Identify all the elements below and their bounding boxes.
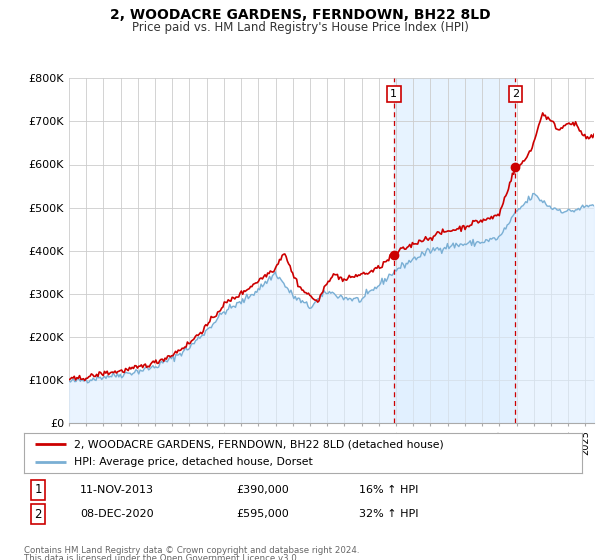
Text: 08-DEC-2020: 08-DEC-2020 xyxy=(80,509,154,519)
Text: This data is licensed under the Open Government Licence v3.0.: This data is licensed under the Open Gov… xyxy=(24,554,299,560)
Text: 2: 2 xyxy=(512,89,519,99)
Text: £595,000: £595,000 xyxy=(236,509,289,519)
Text: £390,000: £390,000 xyxy=(236,484,289,494)
Text: 11-NOV-2013: 11-NOV-2013 xyxy=(80,484,154,494)
Text: 1: 1 xyxy=(34,483,42,496)
Text: Price paid vs. HM Land Registry's House Price Index (HPI): Price paid vs. HM Land Registry's House … xyxy=(131,21,469,34)
Text: Contains HM Land Registry data © Crown copyright and database right 2024.: Contains HM Land Registry data © Crown c… xyxy=(24,546,359,555)
Text: 16% ↑ HPI: 16% ↑ HPI xyxy=(359,484,418,494)
Text: 32% ↑ HPI: 32% ↑ HPI xyxy=(359,509,418,519)
Text: HPI: Average price, detached house, Dorset: HPI: Average price, detached house, Dors… xyxy=(74,457,313,467)
Text: 2, WOODACRE GARDENS, FERNDOWN, BH22 8LD: 2, WOODACRE GARDENS, FERNDOWN, BH22 8LD xyxy=(110,8,490,22)
Text: 2: 2 xyxy=(34,508,42,521)
Text: 1: 1 xyxy=(390,89,397,99)
Bar xyxy=(394,78,515,423)
Text: 2, WOODACRE GARDENS, FERNDOWN, BH22 8LD (detached house): 2, WOODACRE GARDENS, FERNDOWN, BH22 8LD … xyxy=(74,439,444,449)
